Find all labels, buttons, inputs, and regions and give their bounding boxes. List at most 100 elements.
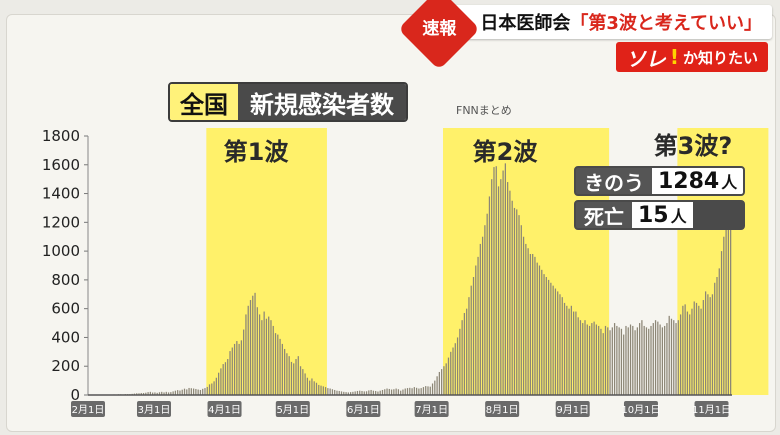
bar: [591, 323, 593, 395]
x-tick-box: [136, 401, 171, 417]
bar: [163, 392, 165, 395]
bar: [641, 320, 643, 395]
bar: [258, 314, 261, 395]
bar: [545, 277, 547, 395]
bar: [197, 389, 199, 395]
y-tick-label: 400: [51, 328, 80, 346]
bar: [561, 297, 563, 395]
bar: [632, 325, 634, 395]
bar: [609, 330, 611, 395]
bar: [386, 388, 388, 395]
bar: [466, 308, 468, 395]
deaths-label: 死亡: [576, 202, 632, 228]
bar: [497, 186, 500, 395]
x-tick-box: [694, 401, 729, 417]
bar: [611, 327, 613, 395]
segment-banner-main: ソレ: [625, 46, 666, 71]
bar: [265, 318, 268, 395]
bar: [288, 356, 290, 395]
chart-title-region: 全国: [170, 84, 238, 120]
bar: [552, 285, 554, 395]
bar: [452, 347, 454, 395]
bar: [668, 315, 670, 395]
bar: [563, 302, 566, 395]
bar: [486, 213, 488, 395]
bar: [472, 277, 475, 395]
bar: [445, 363, 447, 395]
source-credit: FNNまとめ: [456, 104, 512, 117]
bar: [700, 308, 702, 395]
bar: [475, 265, 477, 395]
stat-callouts: きのう 1284 人 死亡 15 人: [574, 166, 746, 234]
x-tick-1: 2月1日: [71, 401, 105, 417]
bar: [468, 297, 470, 395]
bar: [534, 256, 536, 395]
yesterday-unit: 人: [721, 173, 738, 192]
bar: [522, 236, 525, 395]
bar: [158, 392, 161, 395]
bar: [613, 323, 616, 395]
bar: [730, 210, 732, 395]
bar: [461, 320, 463, 395]
yesterday-value-box: 1284 人: [652, 168, 744, 194]
x-tick-box: [485, 401, 520, 417]
bar: [520, 225, 522, 395]
bar: [311, 378, 313, 395]
yesterday-cases-callout: きのう 1284 人: [574, 166, 746, 196]
x-tick-box: [555, 401, 590, 417]
bar: [623, 334, 625, 395]
bar: [493, 167, 495, 395]
bar: [595, 324, 598, 395]
bar: [527, 248, 529, 395]
breaking-banner: 速報 日本医師会「第3波と考えていい」: [398, 0, 772, 71]
wave-labels: 第1波 第2波 第3波?: [224, 132, 733, 166]
bar: [152, 392, 154, 395]
bar: [352, 391, 354, 395]
x-tick-label: 4月1日: [208, 404, 241, 416]
bar: [404, 388, 406, 395]
bar: [354, 391, 356, 395]
bar: [227, 359, 229, 395]
bar: [202, 388, 204, 395]
bar: [598, 325, 600, 395]
bar: [443, 366, 445, 395]
bar: [627, 327, 629, 395]
bar: [679, 314, 682, 395]
bar: [643, 325, 645, 395]
bar: [229, 351, 231, 395]
bar: [377, 391, 379, 395]
bar: [165, 391, 167, 395]
bar: [666, 323, 668, 395]
x-tick-6: 7月1日: [414, 401, 449, 417]
headline: 日本医師会「第3波と考えていい」: [444, 5, 772, 39]
bar: [650, 325, 652, 395]
x-tick-label: 7月1日: [415, 404, 448, 416]
bar: [502, 170, 504, 395]
bar: [309, 380, 311, 395]
bar: [645, 327, 648, 395]
bar: [161, 391, 163, 395]
x-tick-box: [71, 401, 105, 417]
bar: [263, 311, 265, 395]
bar: [620, 328, 623, 395]
x-tick-8: 9月1日: [555, 401, 590, 417]
bar: [704, 291, 707, 395]
bar: [604, 325, 607, 395]
bar: [372, 390, 375, 395]
bar: [709, 297, 711, 395]
bar: [233, 343, 236, 395]
bar: [313, 381, 315, 395]
bar: [509, 190, 511, 395]
bar: [491, 179, 493, 395]
bar: [434, 380, 436, 395]
bar: [470, 285, 472, 395]
bar: [243, 329, 245, 395]
bar: [136, 393, 138, 395]
x-tick-label: 5月1日: [276, 404, 309, 416]
bar: [174, 390, 177, 395]
bar: [629, 324, 632, 395]
x-tick-2: 3月1日: [136, 401, 171, 417]
bar: [149, 391, 151, 395]
bar: [536, 262, 538, 395]
bar: [397, 389, 400, 395]
